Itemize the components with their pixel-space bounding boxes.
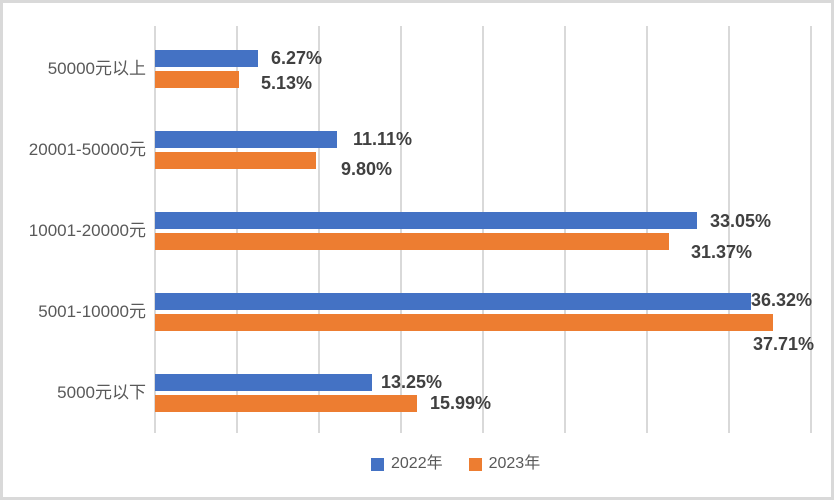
category-label-row2: 10001-20000元 — [28, 220, 146, 240]
data-label-2022年-row4: 13.25% — [381, 372, 443, 392]
bar-2022年-row4 — [155, 373, 372, 391]
data-label-2022年-row1: 11.11% — [353, 129, 413, 149]
bar-2023年-row1 — [155, 151, 316, 169]
category-label-row0: 50000元以上 — [47, 58, 146, 78]
bar-2022年-row1 — [155, 130, 337, 148]
gridline — [810, 26, 812, 433]
gridline — [154, 26, 156, 433]
data-label-2022年-row2: 33.05% — [710, 211, 772, 231]
legend-swatch-2022 — [371, 457, 384, 471]
gridline — [728, 26, 730, 433]
bar-2023年-row4 — [155, 394, 417, 412]
data-label-2023年-row4: 15.99% — [430, 393, 492, 413]
legend-item-2022: 2022年 — [371, 455, 443, 473]
bar-2022年-row2 — [155, 211, 697, 229]
gridline — [564, 26, 566, 433]
legend: 2022年 2023年 — [371, 455, 540, 473]
gridline — [482, 26, 484, 433]
gridline — [400, 26, 402, 433]
data-label-2023年-row1: 9.80% — [341, 159, 393, 179]
gridline — [318, 26, 320, 433]
data-label-2023年-row2: 31.37% — [691, 242, 753, 262]
plot-area: 50000元以上 6.27% 5.13% 20001-50000元 11.11% 9.80… — [3, 3, 831, 497]
legend-label-2023: 2023年 — [488, 455, 541, 472]
category-label-row1: 20001-50000元 — [28, 139, 146, 159]
category-label-row3: 5001-10000元 — [38, 301, 146, 321]
legend-swatch-2023 — [468, 457, 482, 471]
gridline — [646, 26, 648, 433]
legend-item-2023: 2023年 — [468, 455, 541, 473]
data-label-2023年-row0: 5.13% — [261, 73, 313, 93]
bar-2023年-row2 — [155, 232, 669, 250]
data-label-2022年-row3: 36.32% — [751, 290, 813, 310]
bar-2022年-row0 — [155, 49, 258, 67]
data-label-2023年-row3: 37.71% — [753, 334, 815, 354]
bar-2022年-row3 — [155, 292, 751, 310]
bar-2023年-row3 — [155, 313, 773, 331]
gridline — [236, 26, 238, 433]
bar-2023年-row0 — [155, 70, 239, 88]
data-label-2022年-row0: 6.27% — [271, 48, 323, 68]
legend-label-2022: 2022年 — [391, 455, 443, 472]
category-label-row4: 5000元以下 — [57, 382, 146, 402]
